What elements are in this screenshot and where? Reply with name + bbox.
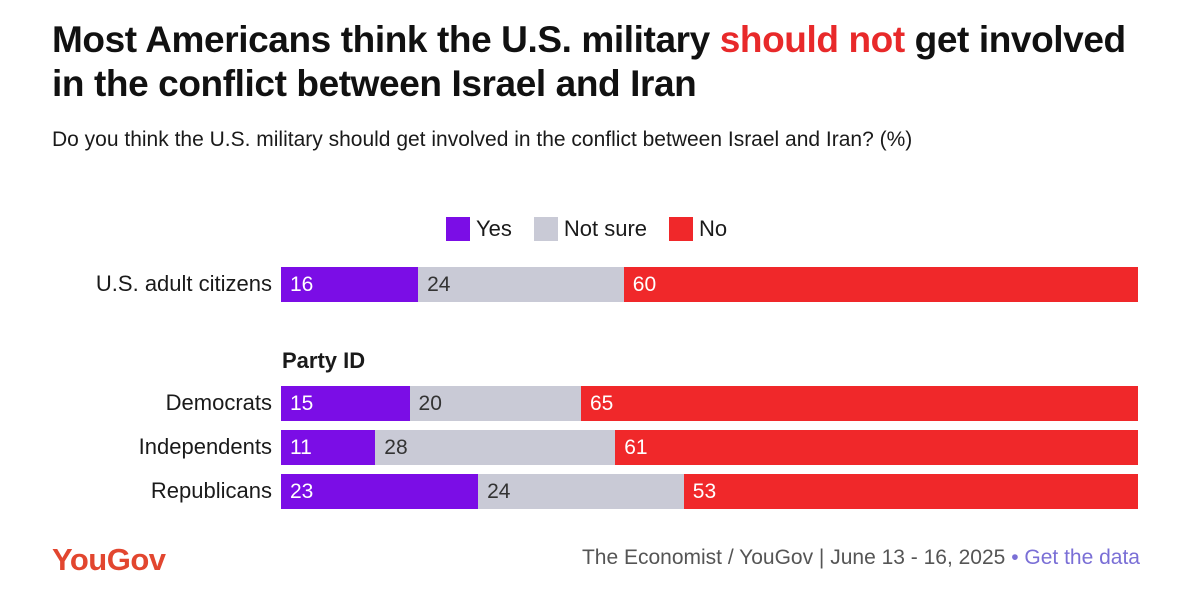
- bar-segment-yes-independents: 11: [281, 430, 376, 465]
- data-label-not-sure-democrats: 20: [418, 391, 442, 415]
- data-label-no-independents: 61: [624, 435, 648, 459]
- bar-segment-not-sure-independents: 28: [375, 430, 616, 465]
- bar-segment-not-sure-u-s-adult-citizens: 24: [418, 267, 624, 302]
- data-label-no-republicans: 53: [692, 479, 717, 503]
- legend-label-no: No: [699, 216, 728, 241]
- bar-row-independents: 11 28 61: [281, 430, 1138, 465]
- legend-item-no: No: [669, 216, 727, 242]
- group-label-party-id: Party ID: [282, 348, 366, 373]
- row-label-independents: Independents: [138, 434, 272, 459]
- title-highlight: should not: [719, 19, 905, 60]
- data-label-no-democrats: 65: [589, 391, 614, 415]
- data-label-no-u-s-adult-citizens: 60: [632, 272, 657, 296]
- source-text: The Economist / YouGov | June 13 - 16, 2…: [581, 546, 1006, 569]
- row-label-u-s-adult-citizens: U.S. adult citizens: [95, 271, 272, 296]
- bar-segment-not-sure-republicans: 24: [478, 474, 684, 509]
- bar-segment-no-republicans: 53: [683, 474, 1138, 509]
- data-label-yes-republicans: 23: [290, 479, 314, 503]
- chart-subtitle: Do you think the U.S. military should ge…: [52, 128, 913, 151]
- yougov-logo: YouGov: [52, 542, 166, 577]
- row-label-democrats: Democrats: [165, 390, 272, 415]
- legend-item-not-sure: Not sure: [533, 216, 648, 242]
- data-label-not-sure-republicans: 24: [487, 479, 511, 503]
- bar-row-u-s-adult-citizens: 16 24 60: [281, 267, 1138, 302]
- legend-swatch-yes: [446, 217, 470, 241]
- bar-segment-no-independents: 61: [615, 430, 1138, 465]
- legend-swatch-no: [669, 217, 694, 241]
- bar-segment-no-u-s-adult-citizens: 60: [623, 267, 1138, 302]
- bar-segment-no-democrats: 65: [580, 386, 1138, 421]
- legend-swatch-not-sure: [533, 217, 558, 241]
- data-label-not-sure-u-s-adult-citizens: 24: [427, 272, 451, 296]
- data-label-yes-independents: 11: [290, 435, 312, 459]
- legend: Yes Not sure No: [446, 214, 749, 244]
- bar-row-democrats: 15 20 65: [281, 386, 1138, 421]
- title-part-2: get involved in the conflict between Isr…: [52, 19, 1126, 104]
- separator-dot: •: [1011, 546, 1019, 569]
- legend-item-yes: Yes: [446, 216, 512, 242]
- bar-segment-yes-u-s-adult-citizens: 16: [281, 267, 419, 302]
- get-the-data-link[interactable]: Get the data: [1024, 546, 1140, 569]
- bar-segment-not-sure-democrats: 20: [409, 386, 581, 421]
- bar-segment-yes-republicans: 23: [281, 474, 479, 509]
- title-part-1: Most Americans think the U.S. military: [52, 19, 720, 60]
- legend-label-yes: Yes: [476, 216, 512, 241]
- data-label-yes-u-s-adult-citizens: 16: [290, 272, 314, 296]
- row-label-republicans: Republicans: [150, 478, 272, 503]
- legend-label-not-sure: Not sure: [563, 216, 648, 241]
- footer-source: The Economist / YouGov | June 13 - 16, 2…: [582, 546, 1140, 570]
- data-label-yes-democrats: 15: [290, 391, 314, 415]
- data-label-not-sure-independents: 28: [384, 435, 408, 459]
- bar-row-republicans: 23 24 53: [281, 474, 1138, 509]
- bar-segment-yes-democrats: 15: [281, 386, 410, 421]
- chart-title: Most Americans think the U.S. military s…: [52, 18, 1162, 106]
